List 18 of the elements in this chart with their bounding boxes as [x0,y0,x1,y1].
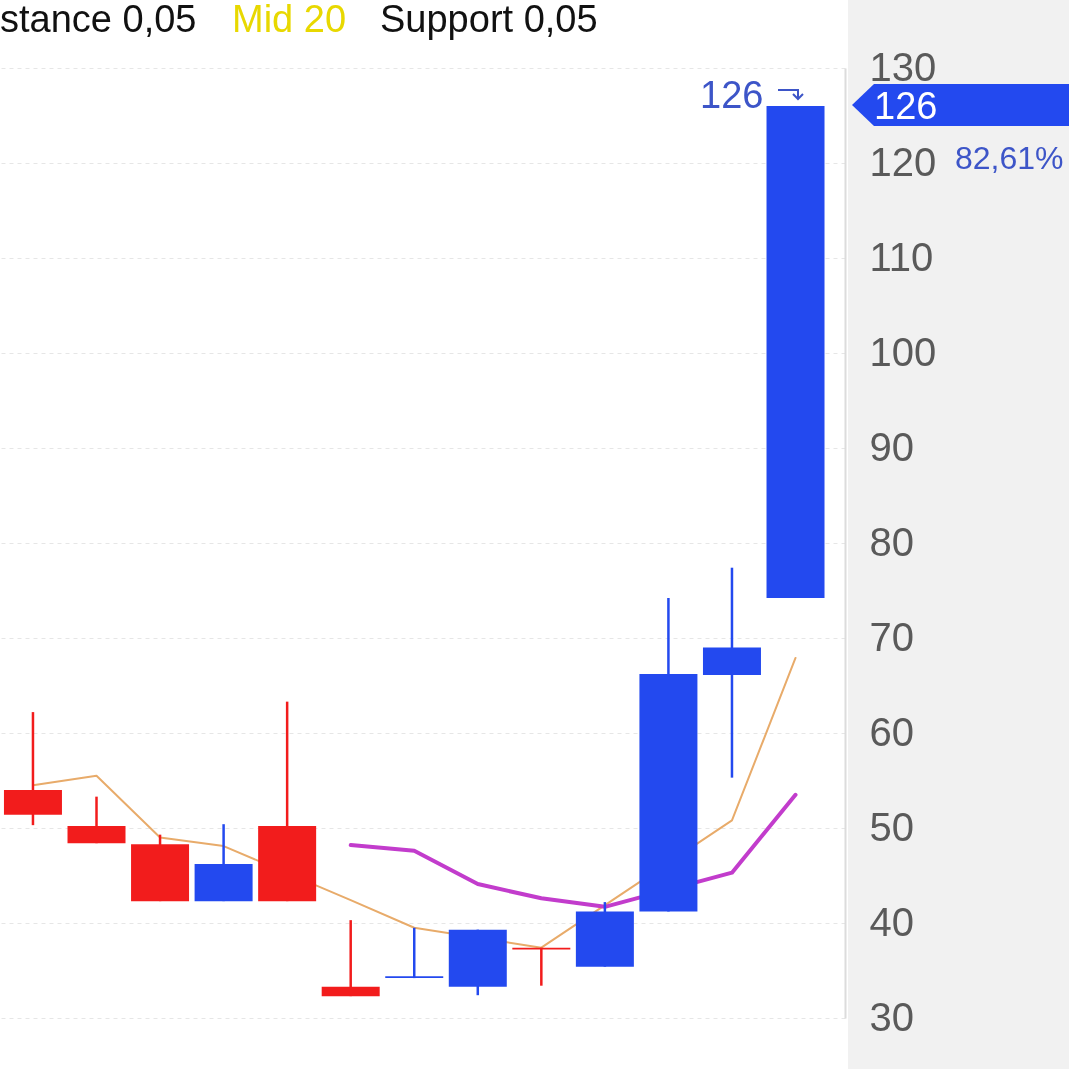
y-tick-label: 90 [869,424,914,469]
y-tick-label: 60 [869,709,914,754]
annotation: 126 [700,74,764,116]
text: stance 0,05 [0,0,197,40]
y-tick-label: 30 [869,994,914,1039]
y-tick-label: 40 [869,899,914,944]
candlestick [512,946,571,987]
candlestick [385,926,444,980]
y-tick-label: 80 [869,519,914,564]
text: Mid 20 [232,0,347,40]
y-tick-label: 110 [869,234,934,279]
text: Support 0,05 [380,0,598,40]
y-tick-label: 120 [869,139,937,184]
candlestick [702,566,761,779]
y-tick-label: 70 [869,614,914,659]
y-tick-label: 50 [869,804,914,849]
y-tick-label: 100 [869,329,937,374]
text: 82,61% [955,140,1064,176]
